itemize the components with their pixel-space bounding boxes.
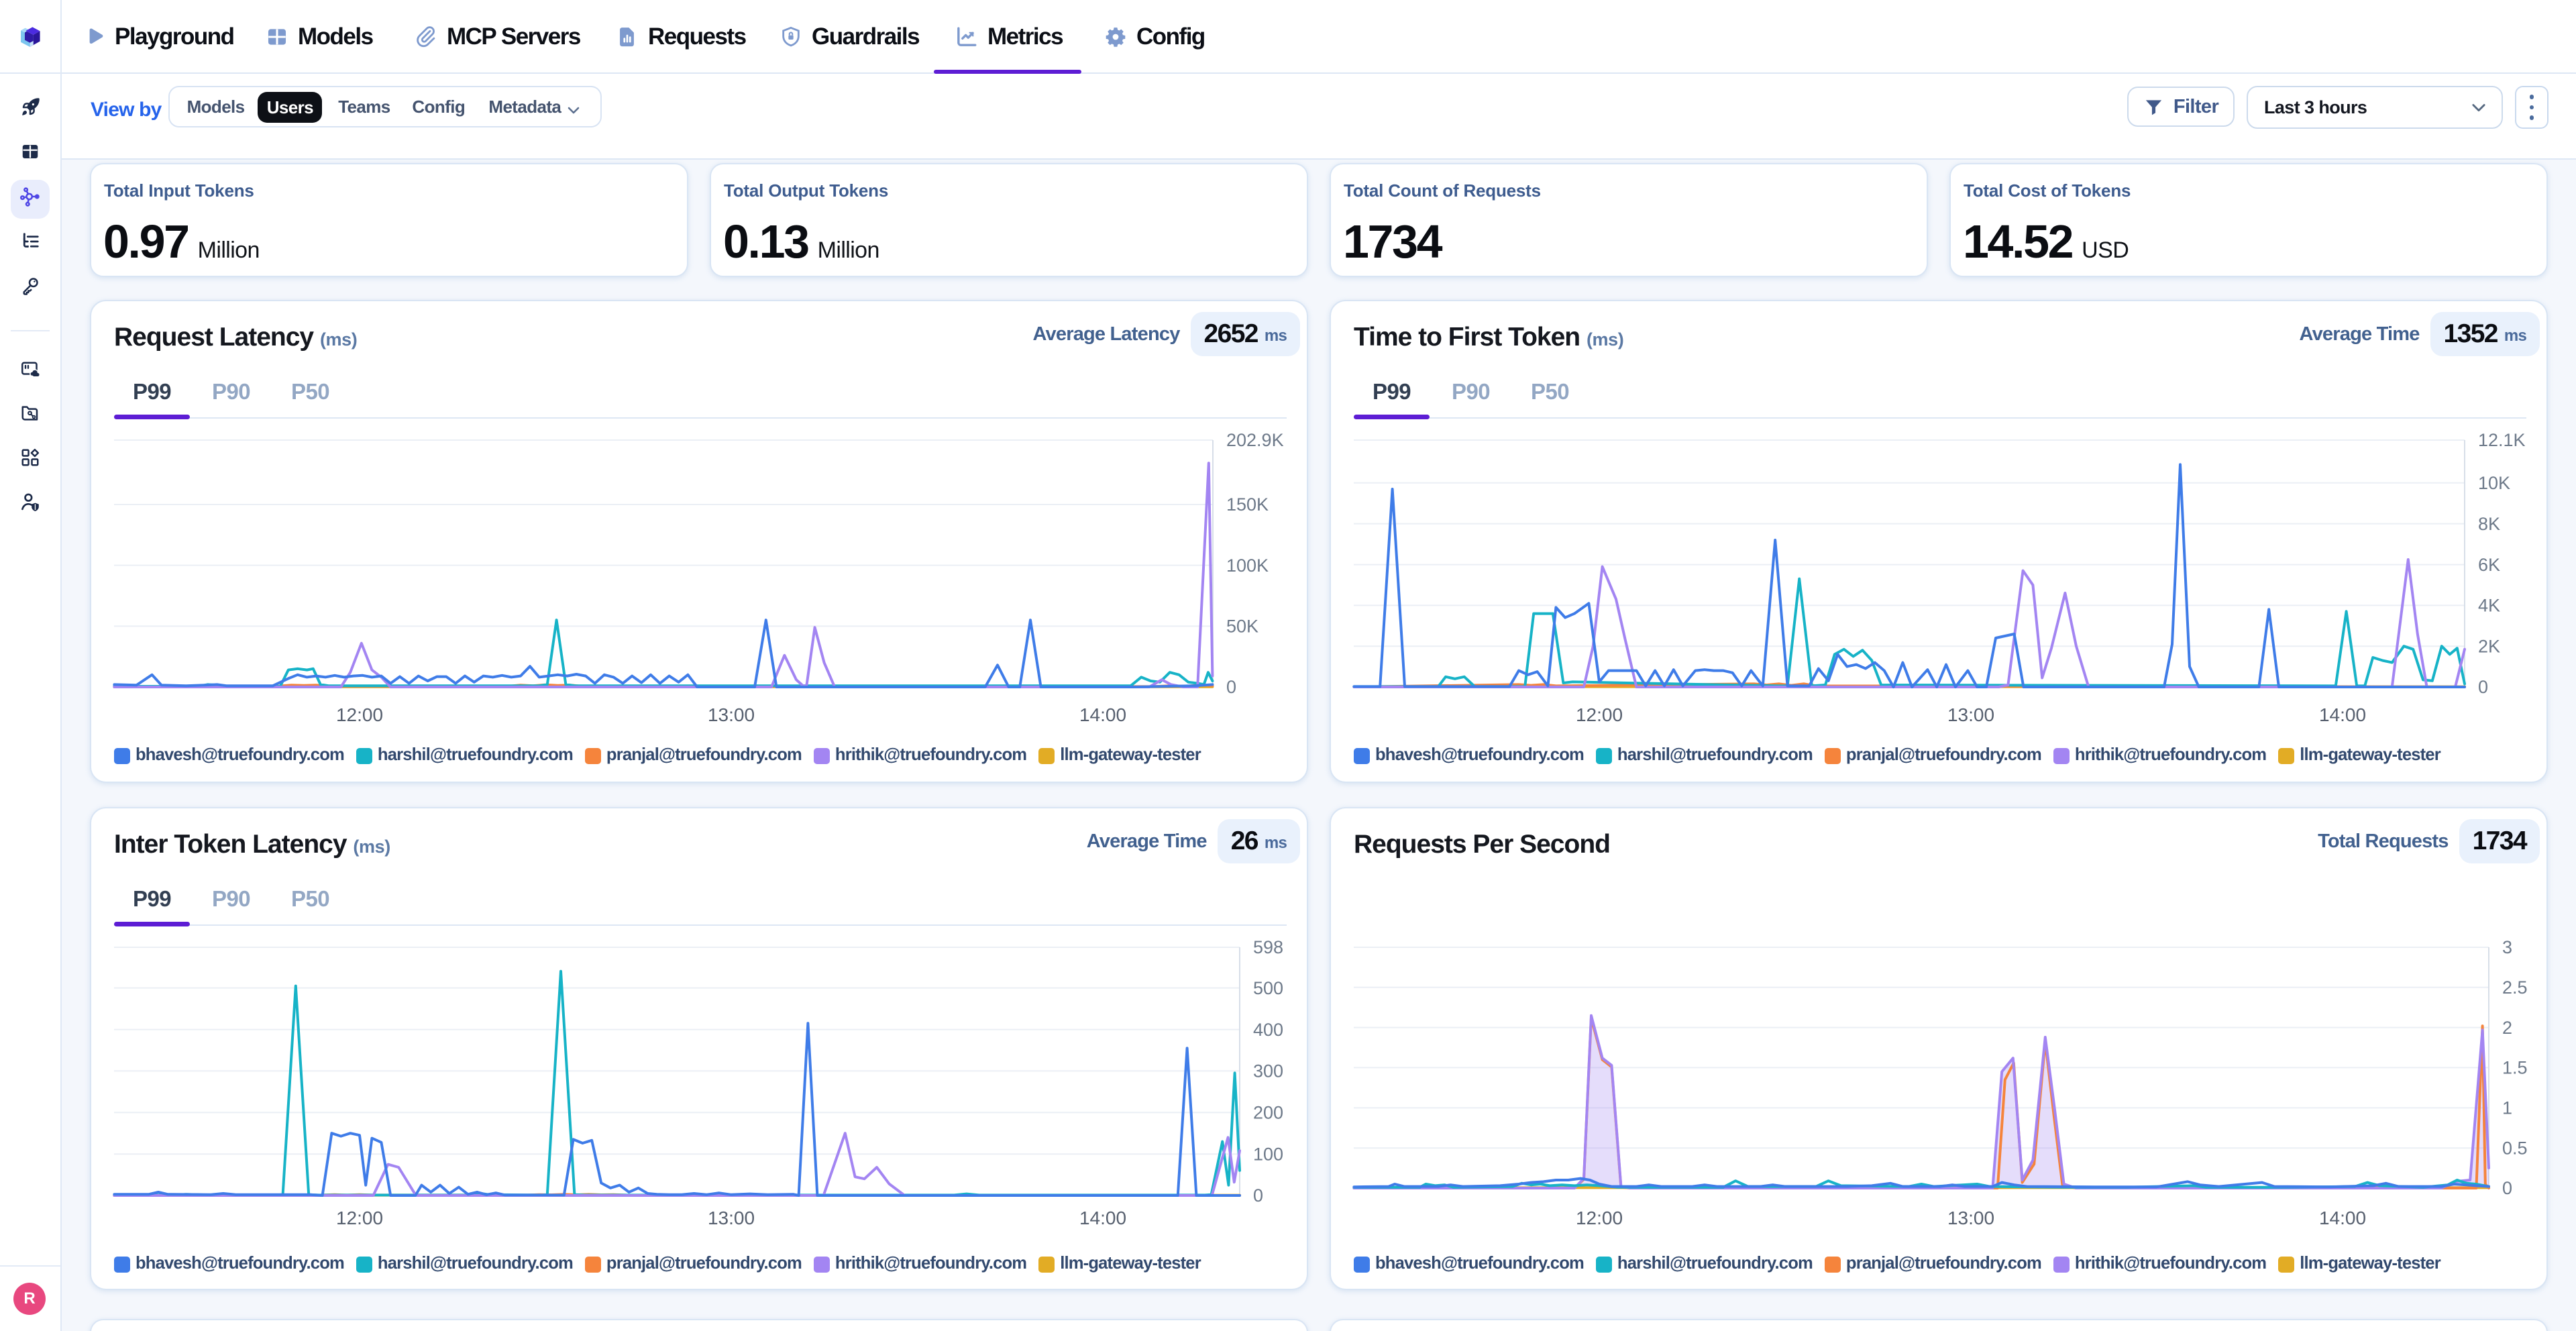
svg-text:10K: 10K [2478, 473, 2510, 493]
svg-text:200: 200 [1253, 1102, 1283, 1122]
svg-text:0: 0 [2502, 1178, 2512, 1198]
svg-text:400: 400 [1253, 1020, 1283, 1040]
svg-text:12:00: 12:00 [1576, 1208, 1623, 1228]
svg-text:300: 300 [1253, 1061, 1283, 1081]
svg-text:13:00: 13:00 [708, 1208, 755, 1228]
svg-text:13:00: 13:00 [1947, 704, 1994, 725]
svg-text:4K: 4K [2478, 596, 2500, 616]
svg-text:12:00: 12:00 [336, 704, 383, 725]
svg-text:1: 1 [2502, 1098, 2512, 1118]
svg-text:12:00: 12:00 [336, 1208, 383, 1228]
svg-text:13:00: 13:00 [1947, 1208, 1994, 1228]
svg-text:0: 0 [1253, 1185, 1263, 1206]
svg-text:6K: 6K [2478, 555, 2500, 575]
svg-text:2K: 2K [2478, 636, 2500, 656]
svg-text:2: 2 [2502, 1018, 2512, 1038]
svg-text:1.5: 1.5 [2502, 1058, 2528, 1078]
svg-text:202.9K: 202.9K [1226, 430, 1284, 450]
svg-text:12:00: 12:00 [1576, 704, 1623, 725]
svg-text:0.5: 0.5 [2502, 1138, 2528, 1158]
svg-text:150K: 150K [1226, 494, 1269, 515]
svg-text:100K: 100K [1226, 555, 1269, 576]
svg-text:13:00: 13:00 [708, 704, 755, 725]
svg-text:3: 3 [2502, 937, 2512, 957]
svg-text:14:00: 14:00 [1079, 1208, 1126, 1228]
svg-text:500: 500 [1253, 978, 1283, 998]
svg-text:50K: 50K [1226, 617, 1258, 637]
svg-text:12.1K: 12.1K [2478, 430, 2526, 450]
svg-text:14:00: 14:00 [1079, 704, 1126, 725]
svg-text:100: 100 [1253, 1144, 1283, 1164]
svg-text:14:00: 14:00 [2319, 1208, 2366, 1228]
svg-text:8K: 8K [2478, 514, 2500, 534]
svg-text:598: 598 [1253, 937, 1283, 957]
svg-text:0: 0 [1226, 677, 1236, 697]
svg-text:2.5: 2.5 [2502, 977, 2528, 998]
svg-text:14:00: 14:00 [2319, 704, 2366, 725]
svg-text:0: 0 [2478, 677, 2488, 697]
